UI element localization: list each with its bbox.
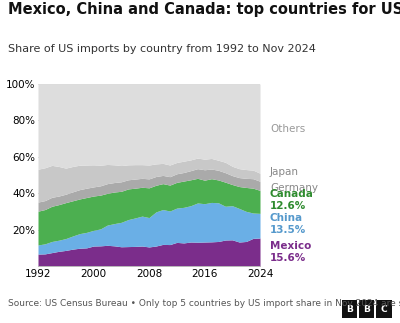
Text: B: B [346,305,353,314]
Text: Mexico
15.6%: Mexico 15.6% [270,241,311,264]
Text: Mexico, China and Canada: top countries for US imports: Mexico, China and Canada: top countries … [8,2,400,16]
Text: Germany: Germany [270,183,318,193]
Text: B: B [363,305,370,314]
Text: C: C [381,305,387,314]
Text: Japan: Japan [270,167,299,177]
Text: Source: US Census Bureau • Only top 5 countries by US import share in Nov 2024 a: Source: US Census Bureau • Only top 5 co… [8,299,400,308]
Text: Canada
12.6%: Canada 12.6% [270,189,314,212]
Text: Share of US imports by country from 1992 to Nov 2024: Share of US imports by country from 1992… [8,44,316,54]
Text: China
13.5%: China 13.5% [270,213,306,235]
Text: Others: Others [270,124,305,134]
